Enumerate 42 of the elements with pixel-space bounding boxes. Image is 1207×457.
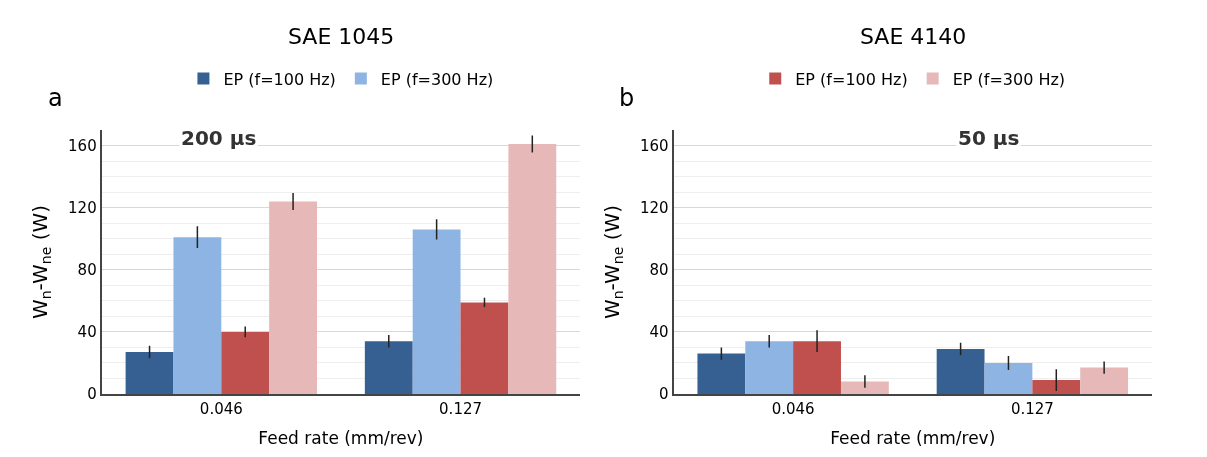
x-tick-label: 0.127 [1010, 400, 1054, 418]
bar [745, 341, 794, 394]
x-tick-label: 0.046 [771, 400, 815, 418]
legend-label: EP (f=100 Hz) [223, 69, 336, 89]
text: a [48, 84, 63, 112]
bar [221, 331, 270, 394]
bar [1080, 367, 1129, 394]
x-axis-title: Feed rate (mm/rev) [258, 427, 424, 448]
bar [840, 381, 889, 394]
bar [1032, 380, 1081, 394]
bar [364, 341, 413, 394]
text: b [619, 84, 635, 112]
annotation: 200 µs [181, 126, 257, 150]
y-tick-label: 80 [649, 261, 669, 280]
annotation: 50 µs [958, 126, 1020, 150]
y-tick-label: 160 [639, 136, 669, 155]
bar [508, 143, 557, 394]
legend-label: EP (f=300 Hz) [952, 69, 1066, 89]
y-tick-label: 0 [658, 385, 669, 404]
chart-title: SAE 4140 [860, 24, 967, 49]
bar [793, 341, 841, 394]
bar [125, 352, 174, 394]
bar [460, 302, 509, 394]
y-tick-label: 40 [77, 323, 97, 342]
bar [936, 348, 985, 394]
x-tick-label: 0.127 [439, 400, 483, 418]
x-axis-title: Feed rate (mm/rev) [830, 427, 996, 448]
bar [697, 353, 746, 394]
y-tick-label: 160 [68, 136, 97, 155]
legend-label: EP (f=100 Hz) [795, 69, 908, 89]
chart-title: SAE 1045 [288, 24, 395, 49]
bar [269, 201, 317, 394]
bar [173, 237, 222, 394]
bar [984, 362, 1033, 394]
bar [412, 229, 461, 394]
y-tick-label: 120 [639, 198, 669, 217]
y-tick-label: 0 [87, 385, 97, 404]
legend-label: EP (f=300 Hz) [380, 69, 494, 89]
y-tick-label: 40 [649, 323, 669, 342]
y-tick-label: 120 [68, 198, 97, 217]
x-tick-label: 0.046 [199, 400, 243, 418]
y-tick-label: 80 [77, 261, 97, 280]
